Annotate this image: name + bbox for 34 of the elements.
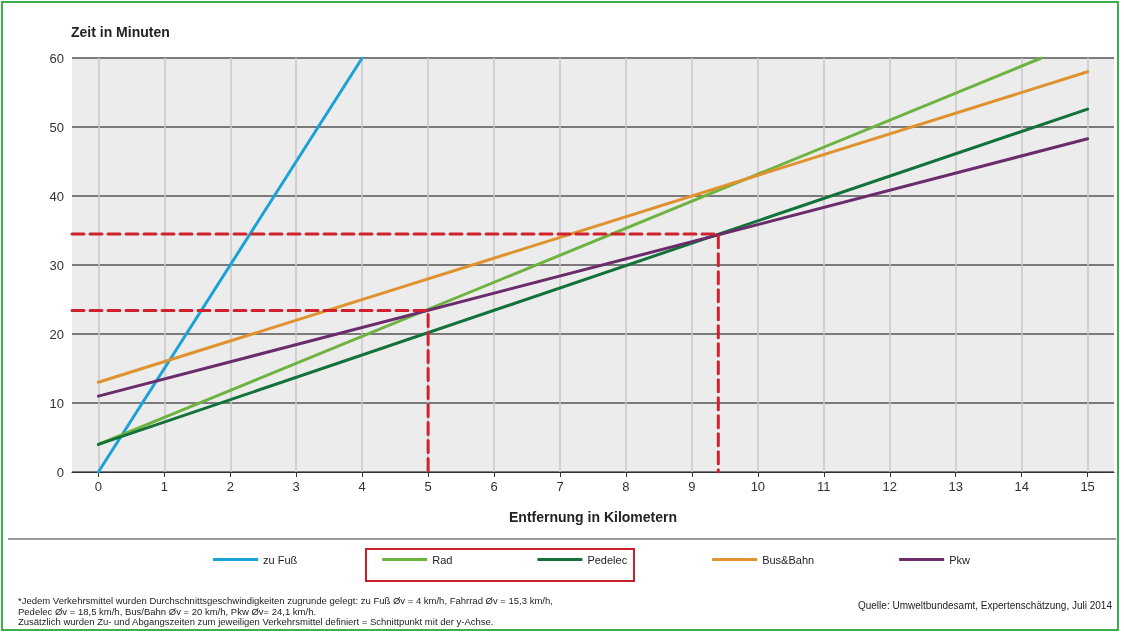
x-tick-label: 8 [622,479,630,494]
x-tick-label: 7 [556,479,564,494]
text: Pedelec Øv = 18,5 km/h, Bus/Bahn Øv = 20 km/h, Pkw Øv= 24,1 km/h. [18,605,317,617]
y-tick-label: 40 [49,188,64,204]
y-tick-label: 20 [49,326,64,342]
y-tick-label: 0 [56,464,64,480]
y-tick-label: 60 [49,50,64,66]
y-tick-label: 50 [49,119,64,135]
x-tick-label: 1 [160,479,168,494]
y-tick-label: 30 [49,257,64,273]
x-tick-label: 5 [424,479,432,494]
x-tick-label: 13 [948,479,963,494]
legend-label: Bus&Bahn [762,553,815,566]
x-tick-label: 2 [226,479,234,494]
legend-label: zu Fuß [263,553,298,566]
x-tick-label: 0 [94,479,102,494]
x-tick-label: 3 [292,479,300,494]
legend-label: Pedelec [587,553,628,566]
x-tick-label: 12 [882,479,898,494]
y-axis-title: Zeit in Minuten [71,24,170,40]
text: Zusätzlich wurden Zu- und Abgangszeiten zum jeweiligen Verkehrsmittel definiert = Schnittpunkt mit der y-Achse. [18,616,495,628]
x-tick-label: 10 [750,479,766,494]
legend-label: Rad [432,553,453,566]
y-tick-label: 10 [49,395,64,411]
source-note: Quelle: Umweltbundesamt, Expertenschätzung, Juli 2014 [857,600,1112,611]
x-tick-label: 15 [1080,479,1095,494]
legend-label: Pkw [949,553,970,566]
text: *Jedem Verkehrsmittel wurden Durchschnittsgeschwindigkeiten zugrunde gelegt: zu Fuß Øv = 4 km/h, Fahrrad Øv = 15,3 km/h, [18,595,553,607]
x-tick-label: 6 [490,479,498,494]
x-tick-label: 9 [688,479,696,494]
x-axis-title: Entfernung in Kilometern [509,509,677,525]
x-tick-label: 14 [1014,479,1029,494]
x-tick-label: 11 [817,479,831,494]
x-tick-label: 4 [358,479,366,494]
